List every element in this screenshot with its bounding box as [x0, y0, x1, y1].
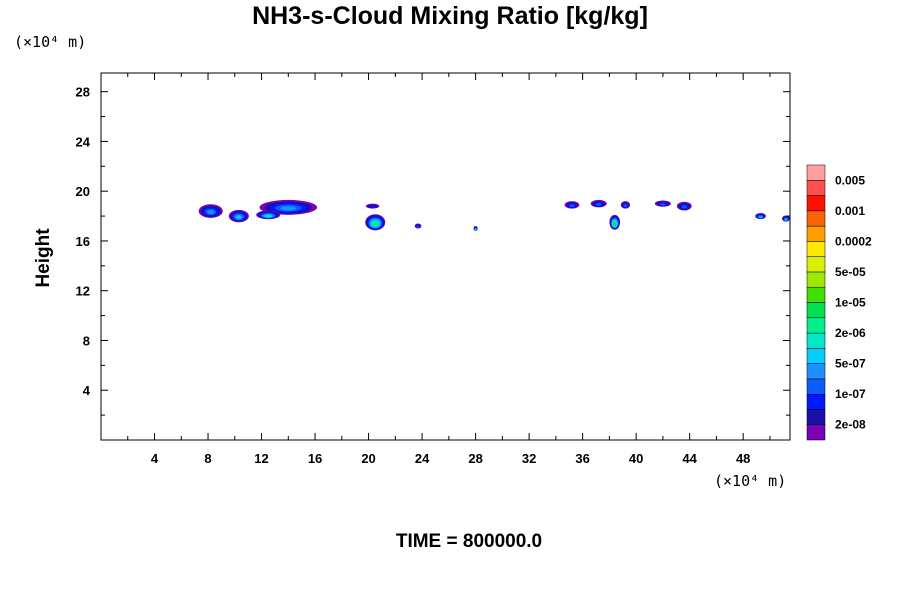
contour-level: [660, 203, 666, 206]
contour-level: [369, 205, 376, 208]
colorbar-label: 5e-07: [835, 357, 866, 371]
contour-level: [207, 210, 215, 215]
x-tick-label: 48: [736, 451, 750, 466]
x-tick-label: 32: [522, 451, 536, 466]
cloud-patch: [256, 210, 281, 220]
colorbar-swatch: [806, 302, 826, 319]
y-tick-label: 20: [76, 184, 90, 199]
contour-level: [265, 215, 271, 218]
x-tick-label: 36: [575, 451, 589, 466]
colorbar-swatch: [806, 256, 826, 273]
colorbar-label: 2e-06: [835, 326, 866, 340]
colorbar-label: 0.005: [835, 173, 865, 187]
colorbar-swatch: [806, 378, 826, 395]
y-axis-unit: (×10⁴ m): [14, 33, 87, 51]
colorbar-swatch: [806, 393, 826, 410]
contour-level: [759, 216, 762, 219]
cloud-patch: [620, 201, 631, 209]
x-tick-label: 40: [629, 451, 643, 466]
colorbar-swatch: [806, 210, 826, 227]
cloud-patch: [755, 212, 766, 220]
colorbar-swatch: [806, 195, 826, 212]
y-tick-label: 28: [76, 85, 90, 100]
colorbar-swatch: [806, 180, 826, 196]
contour-level: [475, 229, 476, 231]
contour-level: [236, 215, 242, 219]
colorbar-label: 1e-05: [835, 296, 866, 310]
contour-level: [613, 223, 616, 226]
colorbar-label: 0.0002: [835, 234, 872, 248]
colorbar-label: 0.001: [835, 204, 865, 218]
cloud-patch: [609, 214, 621, 230]
colorbar-swatch: [806, 332, 826, 349]
cloud-patch: [676, 201, 692, 211]
colorbar-swatch: [806, 225, 826, 242]
y-axis-label: Height: [33, 228, 54, 288]
cloud-patch: [198, 204, 223, 218]
colorbar-swatch: [806, 363, 826, 380]
x-tick-label: 20: [361, 451, 375, 466]
cloud-patch: [590, 199, 607, 208]
colorbar-swatch: [806, 348, 826, 364]
colorbar-swatch: [806, 241, 826, 257]
cloud-patch: [781, 215, 790, 222]
contour-level: [569, 204, 575, 207]
contour-level: [373, 222, 377, 226]
time-label: TIME = 800000.0: [395, 531, 543, 552]
contour-level: [681, 205, 687, 209]
y-tick-label: 8: [83, 333, 90, 348]
x-tick-label: 28: [468, 451, 482, 466]
y-tick-label: 4: [83, 383, 91, 398]
x-tick-label: 8: [204, 451, 211, 466]
cloud-patch: [564, 201, 580, 209]
x-tick-label: 12: [254, 451, 268, 466]
plot-frame: [100, 72, 791, 441]
cloud-patch: [473, 226, 478, 231]
contour-level: [280, 206, 297, 211]
colorbar-swatch: [806, 271, 826, 288]
contour-level: [785, 219, 787, 221]
colorbar-label: 1e-07: [835, 387, 866, 401]
contour-level: [595, 203, 602, 206]
y-tick-label: 16: [76, 234, 90, 249]
x-tick-label: 4: [151, 451, 159, 466]
colorbar-label: 5e-05: [835, 265, 866, 279]
y-tick-label: 24: [76, 134, 91, 149]
colorbar-swatch: [806, 286, 826, 303]
x-tick-label: 24: [415, 451, 430, 466]
x-axis-unit: (×10⁴ m): [714, 472, 787, 490]
y-tick-label: 12: [76, 284, 90, 299]
colorbar-swatch: [806, 164, 826, 181]
cloud-patch: [228, 209, 249, 223]
cloud-patch: [654, 200, 671, 207]
cloud-patch: [414, 223, 422, 229]
chart-title: NH3-s-Cloud Mixing Ratio [kg/kg]: [252, 2, 648, 30]
x-tick-label: 16: [308, 451, 322, 466]
x-tick-label: 44: [682, 451, 697, 466]
colorbar-swatch: [806, 317, 826, 334]
colorbar-label: 2e-08: [835, 418, 866, 432]
colorbar-swatch: [806, 409, 826, 425]
contour-level: [416, 225, 420, 228]
contour-level: [623, 204, 628, 207]
cloud-patch: [365, 214, 386, 231]
colorbar-swatch: [806, 424, 826, 441]
cloud-patch: [365, 203, 380, 209]
